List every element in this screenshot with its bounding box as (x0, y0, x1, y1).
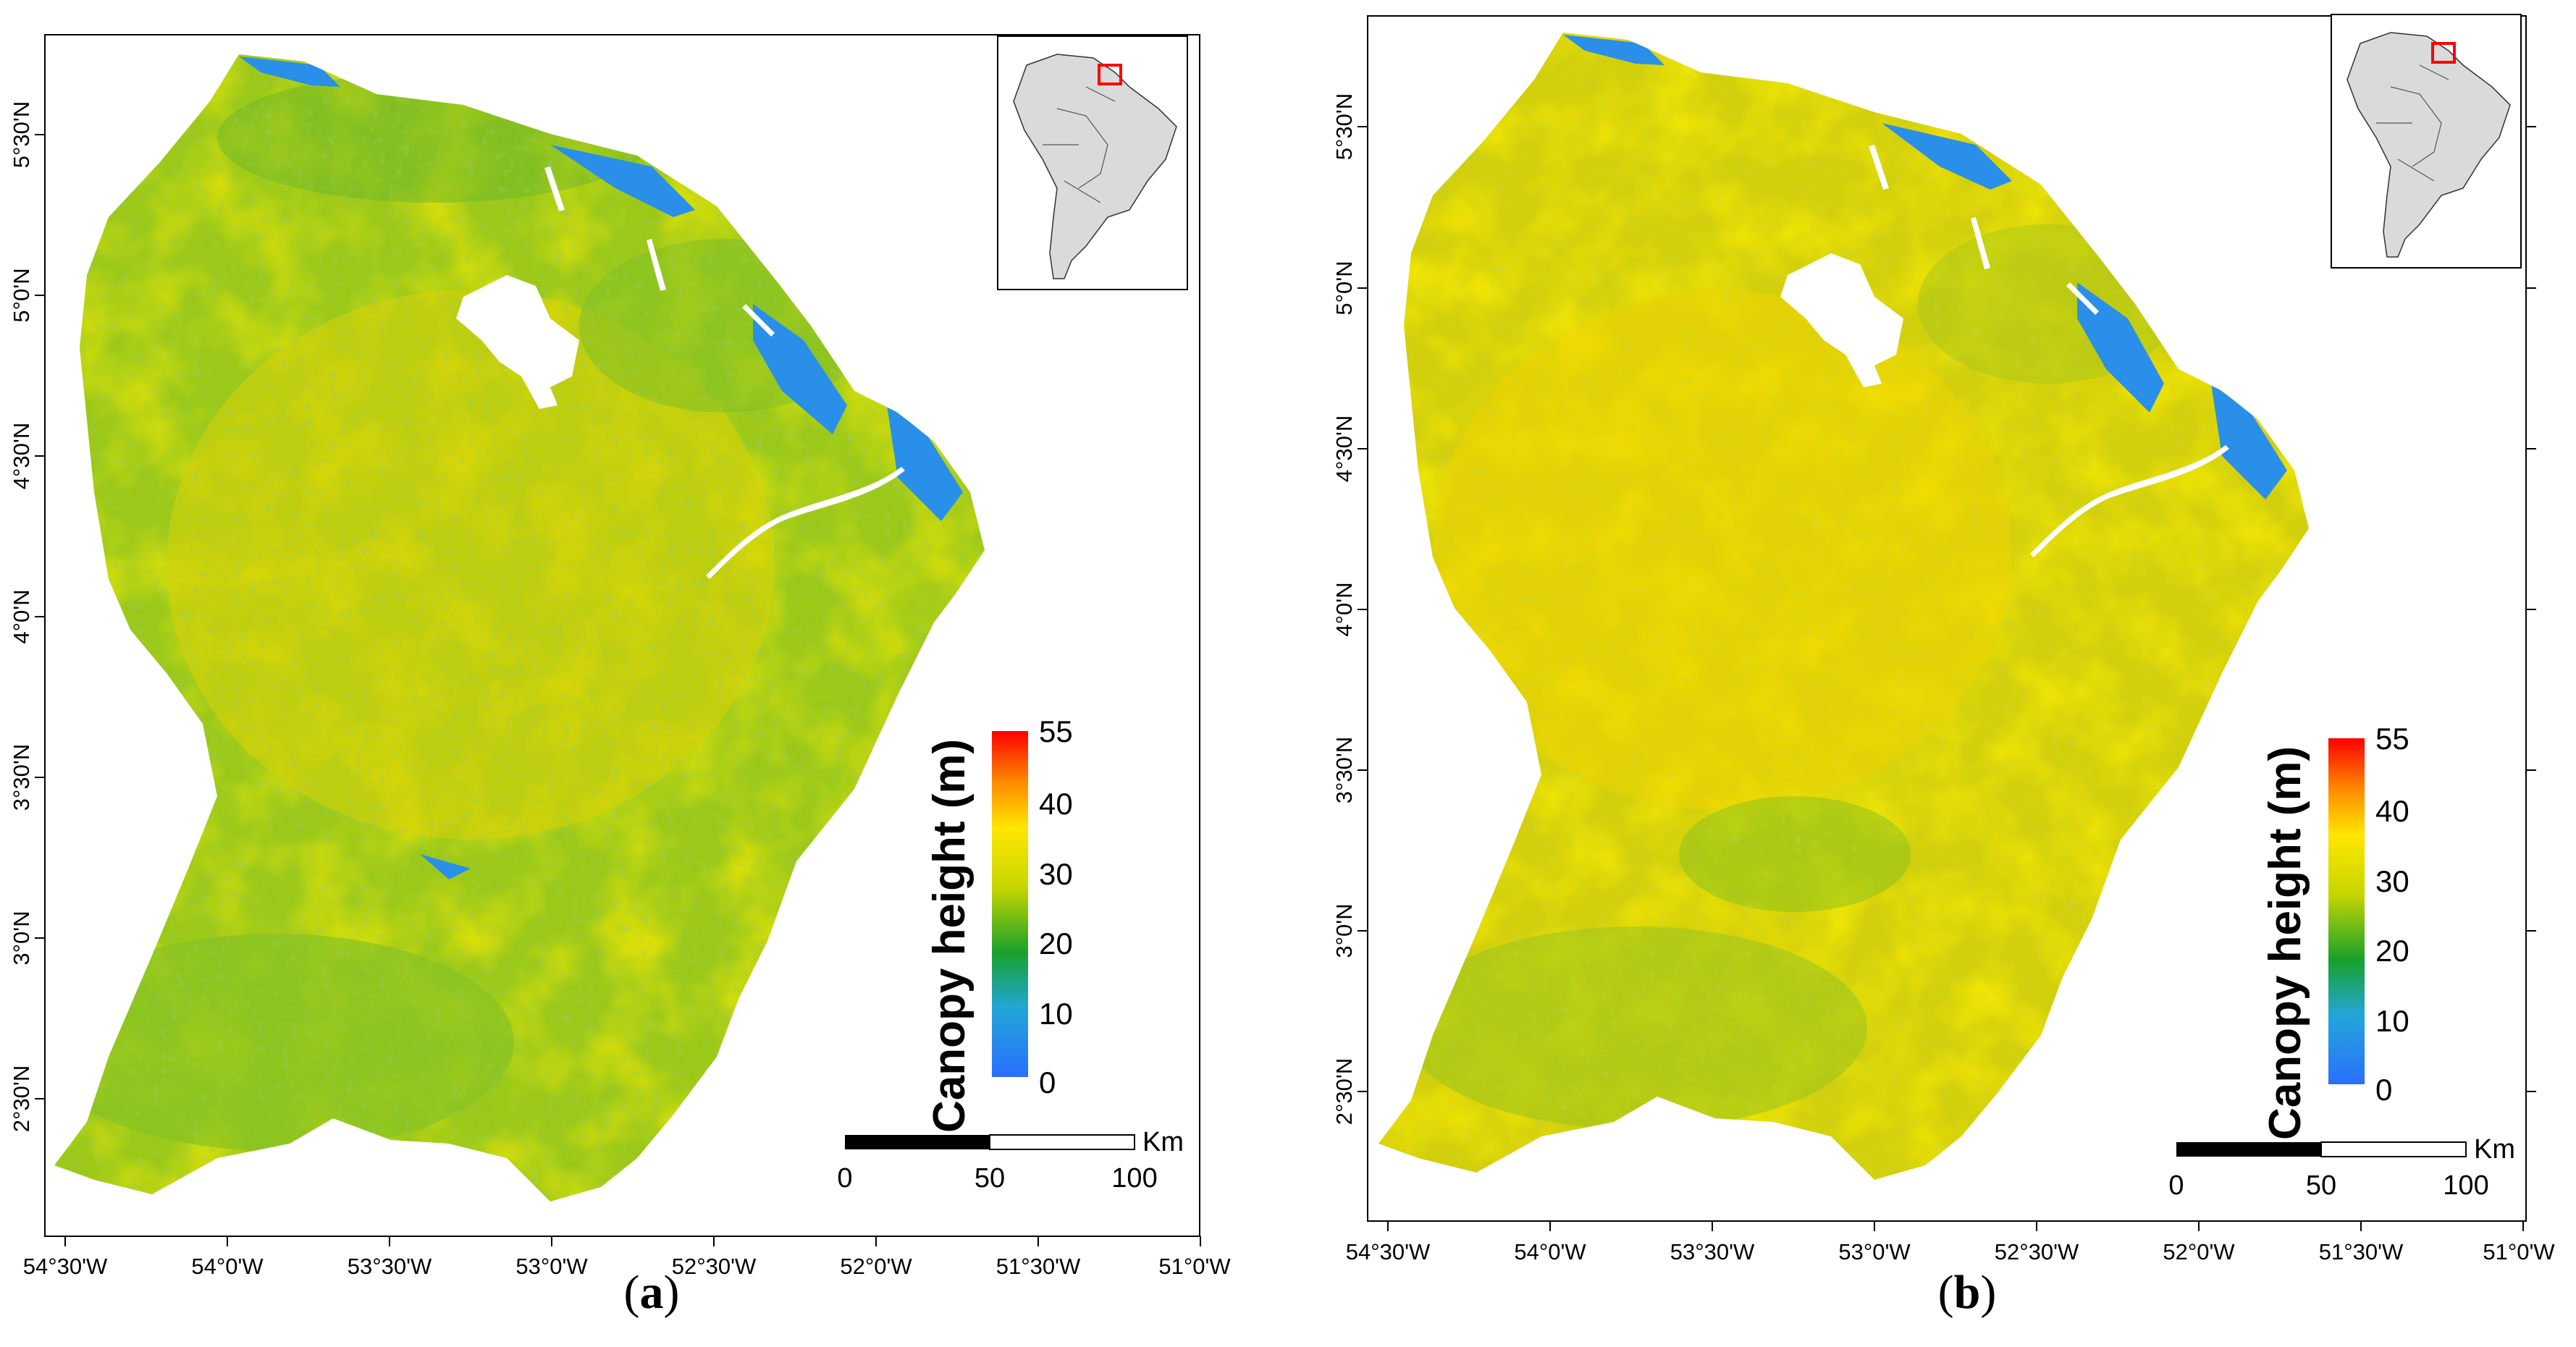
longitude-ticks-a (64, 1236, 1201, 1246)
latitude-labels-b: 5°30'N 5°0'N 4°30'N 4°0'N 3°30'N 3°0'N 2… (1331, 93, 1357, 1125)
lat-label: 4°0'N (9, 589, 34, 643)
map-frame-a (44, 34, 1200, 1237)
legend-tick: 10 (2375, 1004, 2409, 1038)
lon-label: 53°0'W (1838, 1239, 1911, 1264)
lon-label: 51°30'W (996, 1254, 1081, 1279)
map-frame-b (1367, 15, 2527, 1222)
legend-tick: 0 (1039, 1065, 1056, 1099)
legend-b: Canopy height (m) 55 40 30 20 10 0 (2260, 722, 2409, 1140)
lat-label: 3°0'N (1331, 903, 1357, 958)
inset-highlight-box (2431, 42, 2456, 64)
scale-bar-b: Km 0 50 100 (2168, 1134, 2515, 1201)
map-a-svg: 54°30'W 54°0'W 53°30'W 53°0'W 52°30'W 52… (9, 34, 1232, 1279)
scale-label: 0 (837, 1163, 852, 1194)
inset-locator-map-b (2331, 14, 2522, 269)
legend-tick: 20 (2375, 934, 2409, 968)
lat-label: 5°0'N (9, 268, 34, 322)
lon-label: 54°30'W (23, 1254, 108, 1279)
lon-label: 53°30'W (348, 1254, 432, 1279)
legend-tick: 30 (2375, 864, 2409, 898)
legend-tick: 10 (1039, 997, 1073, 1031)
lat-label: 2°30'N (1331, 1058, 1357, 1125)
legend-colorbar (2328, 738, 2365, 1084)
lon-label: 52°30'W (672, 1254, 757, 1279)
lat-label: 3°30'N (9, 744, 34, 811)
legend-tick: 30 (1039, 857, 1073, 891)
lon-label: 54°30'W (1346, 1239, 1431, 1264)
latitude-labels-a: 5°30'N 5°0'N 4°30'N 4°0'N 3°30'N 3°0'N 2… (9, 101, 34, 1132)
map-b-svg: 54°30'W 54°0'W 53°30'W 53°0'W 52°30'W 52… (1331, 14, 2556, 1264)
lon-label: 51°30'W (2319, 1239, 2404, 1264)
scale-bar-a: Km 0 50 100 (837, 1127, 1184, 1194)
lon-label: 53°30'W (1670, 1239, 1755, 1264)
scale-unit: Km (2474, 1134, 2515, 1165)
legend-title: Canopy height (m) (925, 739, 975, 1133)
lat-label: 5°30'N (9, 101, 34, 168)
legend-tick: 55 (2375, 722, 2409, 756)
legend-tick: 55 (1039, 714, 1073, 748)
latitude-ticks-b (1358, 126, 2536, 1092)
latitude-ticks-a (35, 134, 45, 1099)
lat-label: 4°0'N (1331, 582, 1357, 636)
longitude-ticks-b (1387, 1221, 2524, 1231)
lon-label: 51°0'W (1158, 1254, 1231, 1279)
lon-label: 52°0'W (2163, 1239, 2235, 1264)
longitude-labels-a: 54°30'W 54°0'W 53°30'W 53°0'W 52°30'W 52… (23, 1254, 1232, 1279)
lon-label: 52°0'W (840, 1254, 912, 1279)
scale-label: 0 (2168, 1170, 2184, 1201)
lon-label: 54°0'W (191, 1254, 264, 1279)
lat-label: 3°30'N (1331, 737, 1357, 803)
lat-label: 5°30'N (1331, 93, 1357, 160)
scale-label: 100 (2443, 1170, 2488, 1201)
lat-label: 2°30'N (9, 1065, 34, 1132)
lon-label: 53°0'W (515, 1254, 588, 1279)
lat-label: 4°30'N (9, 423, 34, 489)
panel-b: 54°30'W 54°0'W 53°30'W 53°0'W 52°30'W 52… (1288, 0, 2576, 1347)
legend-colorbar (992, 731, 1028, 1077)
lon-label: 54°0'W (1514, 1239, 1586, 1264)
scale-unit: Km (1142, 1127, 1184, 1157)
longitude-labels-b: 54°30'W 54°0'W 53°30'W 53°0'W 52°30'W 52… (1346, 1239, 2556, 1264)
lon-label: 52°30'W (1995, 1239, 2079, 1264)
panel-caption-a: (a) (623, 1266, 680, 1319)
lat-label: 5°0'N (1331, 261, 1357, 315)
panel-a: 54°30'W 54°0'W 53°30'W 53°0'W 52°30'W 52… (9, 34, 1232, 1319)
legend-tick: 20 (1039, 926, 1073, 960)
legend-a: Canopy height (m) 55 40 30 20 10 0 (925, 714, 1073, 1133)
lat-label: 3°0'N (9, 911, 34, 965)
legend-tick: 40 (1039, 787, 1073, 821)
legend-title: Canopy height (m) (2260, 746, 2310, 1140)
inset-highlight-box (1098, 64, 1122, 85)
legend-tick: 0 (2375, 1073, 2392, 1107)
scale-label: 50 (2306, 1170, 2336, 1201)
lon-label: 51°0'W (2483, 1239, 2555, 1264)
scale-label: 100 (1111, 1163, 1157, 1194)
inset-locator-map-a (997, 35, 1188, 290)
lat-label: 4°30'N (1331, 415, 1357, 482)
panel-caption-b: (b) (1937, 1266, 1997, 1319)
scale-label: 50 (975, 1163, 1005, 1194)
legend-tick: 40 (2375, 794, 2409, 828)
